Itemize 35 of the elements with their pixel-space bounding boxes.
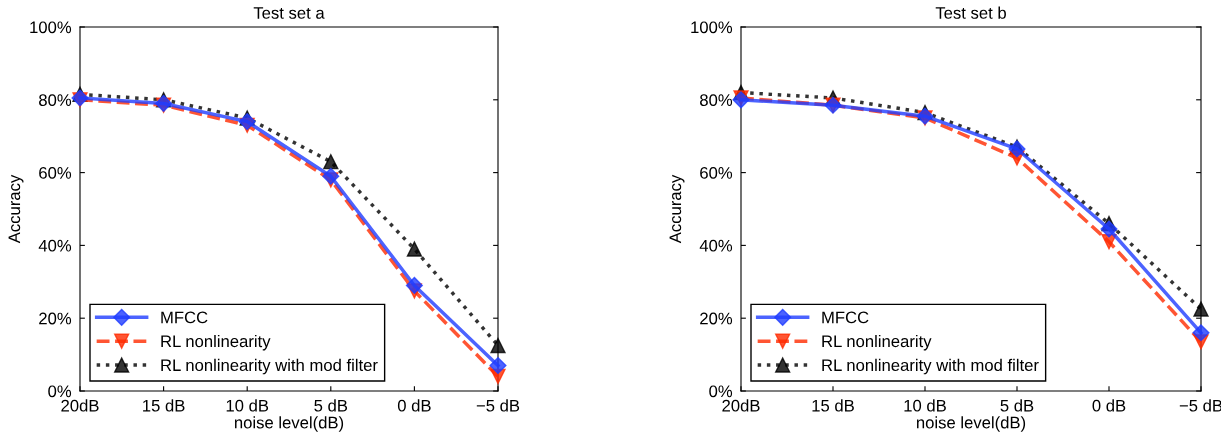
x-tick-label: 20dB [61,399,99,412]
legend-label: MFCC [161,311,208,324]
chart-title: Test set b [935,6,1006,19]
y-tick-label: 40% [699,239,733,252]
y-tick-label: 80% [700,94,733,106]
y-tick-label: 40% [38,239,72,252]
legend-label: RL nonlinearity [822,334,932,351]
x-tick-label: 0 dB [397,399,431,412]
x-tick-label: 10 dB [904,399,946,412]
legend-label: MFCC [822,311,869,324]
x-axis-title: noise level(dB) [916,416,1026,432]
x-tick-label: 20dB [722,399,760,412]
x-tick-label: 15 dB [143,399,185,412]
x-tick-label: 5 dB [314,399,348,412]
x-tick-label: 15 dB [812,399,854,412]
legend-label: RL nonlinearity with mod filter [161,358,378,375]
y-tick-label: 80% [39,94,72,106]
x-axis-title: noise level(dB) [234,416,344,432]
y-tick-label: 100% [691,21,733,34]
y-tick-label: 60% [700,167,733,179]
x-tick-label: −5 dB [476,399,520,412]
chart-title: Test set a [253,7,325,19]
x-tick-label: 10 dB [226,399,269,412]
legend-label: RL nonlinearity [161,334,271,351]
y-axis-title: Accuracy [669,174,685,244]
y-tick-label: 60% [39,167,72,179]
y-tick-label: 0% [48,385,72,398]
x-tick-label: 5 dB [1000,399,1034,412]
y-tick-label: 0% [709,385,733,398]
y-tick-label: 20% [39,312,72,325]
x-tick-label: 0 dB [1092,399,1126,412]
y-tick-label: 100% [30,21,72,34]
y-tick-label: 20% [700,312,733,325]
y-axis-title: Accuracy [8,174,24,244]
legend-label: RL nonlinearity with mod filter [822,358,1039,375]
